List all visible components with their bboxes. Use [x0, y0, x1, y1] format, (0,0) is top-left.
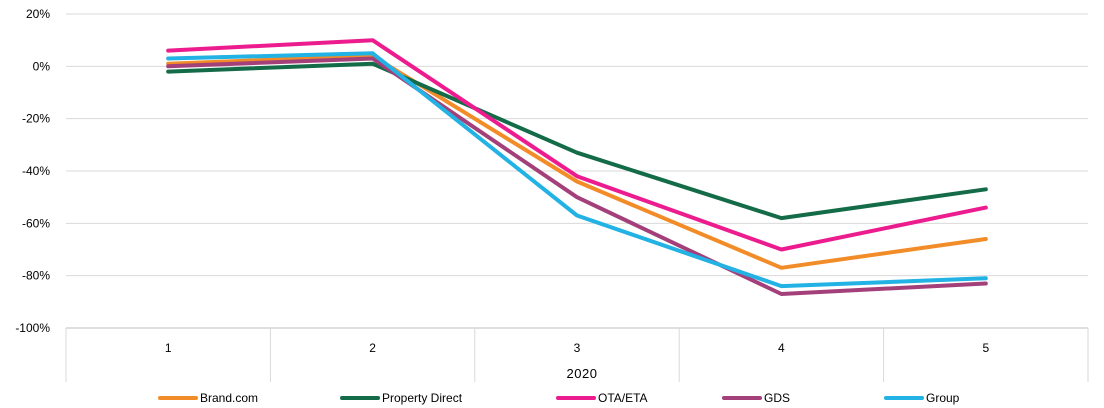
legend-item: Brand.com — [158, 388, 258, 408]
legend-label: OTA/ETA — [598, 391, 648, 405]
legend-swatch — [722, 396, 762, 400]
y-tick-label: -60% — [22, 216, 50, 230]
series-line-gds — [166, 56, 988, 296]
x-tick-label: 5 — [982, 341, 989, 355]
x-tick-label: 2 — [369, 341, 376, 355]
x-axis-title: 2020 — [567, 366, 598, 381]
series-line-group — [166, 51, 988, 289]
legend: Brand.com Property Direct OTA/ETA GDS Group — [0, 388, 1104, 408]
legend-swatch — [884, 396, 924, 400]
series-line-ota-eta — [166, 38, 988, 252]
legend-label: Property Direct — [382, 391, 463, 405]
x-tick-label: 4 — [778, 341, 785, 355]
legend-item: OTA/ETA — [556, 388, 648, 408]
legend-swatch — [340, 396, 380, 400]
x-tick-label: 3 — [574, 341, 581, 355]
x-tick-labels: 1 2 3 4 5 — [165, 341, 990, 355]
legend-label: GDS — [764, 391, 791, 405]
legend-item: GDS — [722, 388, 790, 408]
series-line-property-direct — [166, 61, 988, 221]
y-tick-label: -40% — [22, 164, 50, 178]
series-line-brand-com — [166, 53, 988, 270]
y-tick-label: -80% — [22, 269, 50, 283]
legend-item: Group — [884, 388, 959, 408]
y-tick-label: -100% — [15, 321, 50, 335]
legend-swatch — [158, 396, 198, 400]
legend-label: Group — [926, 391, 960, 405]
y-tick-labels: 20% 0% -20% -40% -60% -80% -100% — [15, 7, 50, 335]
y-tick-label: -20% — [22, 112, 50, 126]
x-tick-label: 1 — [165, 341, 172, 355]
y-tick-label: 0% — [33, 59, 51, 73]
series-lines — [166, 38, 988, 296]
legend-label: Brand.com — [200, 391, 259, 405]
line-chart: 20% 0% -20% -40% -60% -80% -100% 1 2 3 4 5 2020 — [15, 7, 1089, 382]
legend-item: Property Direct — [340, 388, 462, 408]
y-tick-label: 20% — [26, 7, 50, 21]
x-axis — [65, 327, 1089, 382]
gridlines — [66, 13, 1088, 277]
legend-swatch — [556, 396, 596, 400]
